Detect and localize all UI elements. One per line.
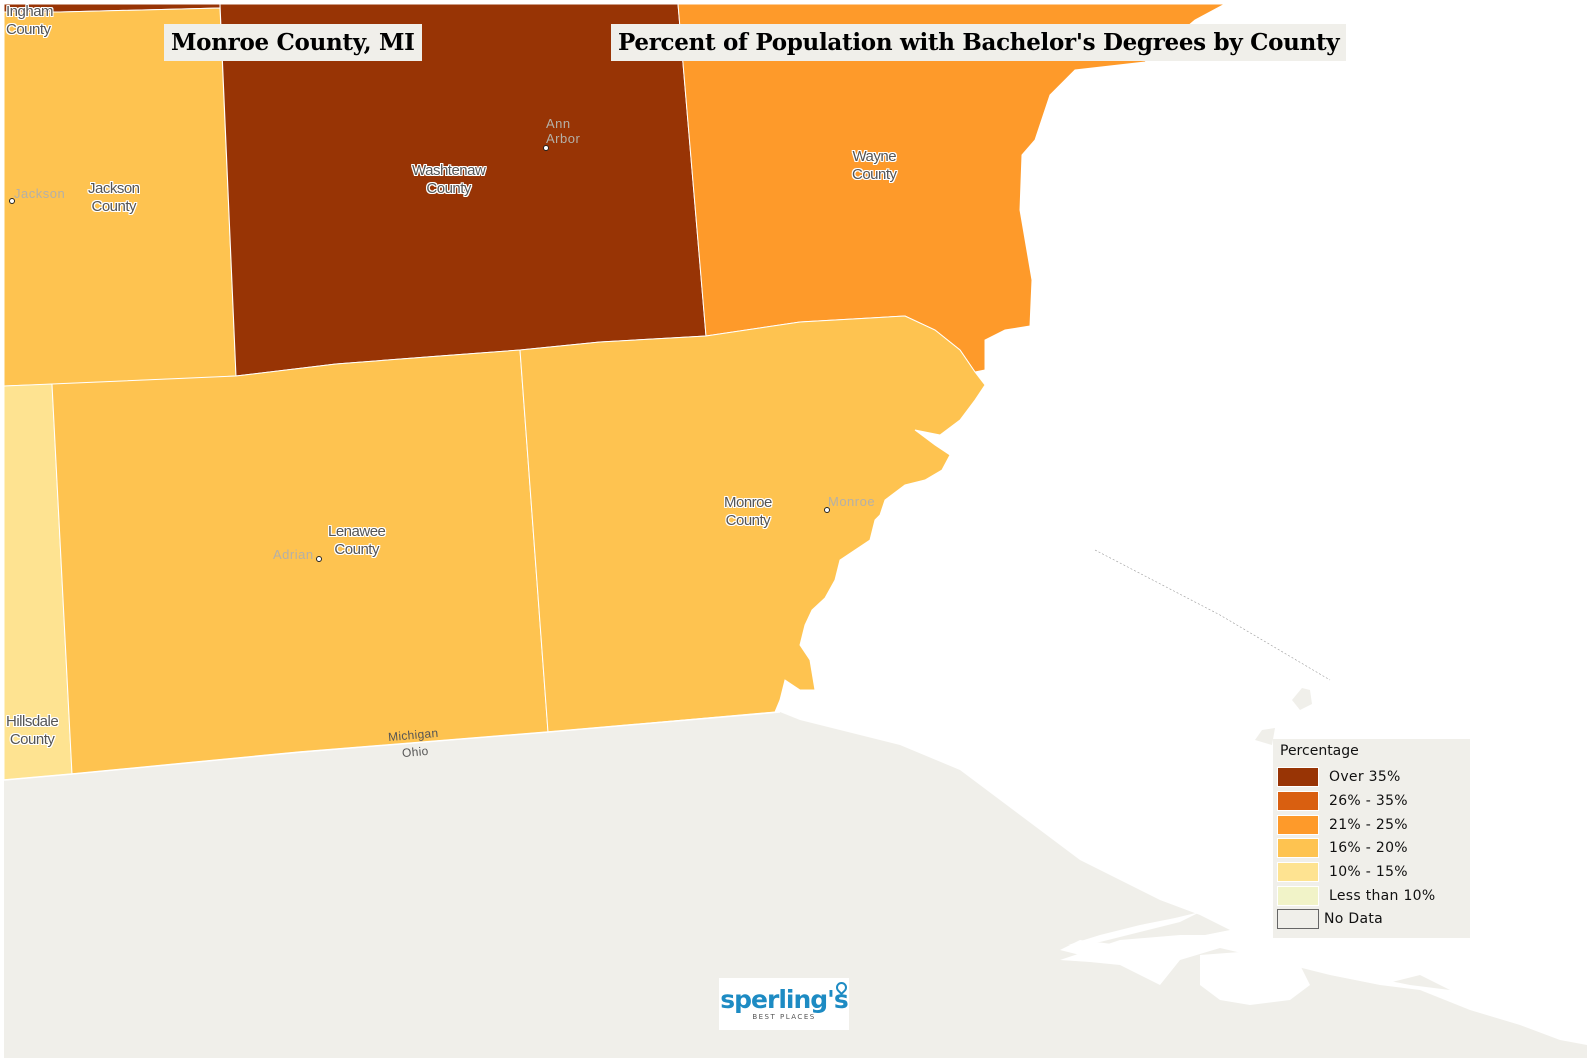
county-suffix: County xyxy=(91,198,137,215)
county-suffix: County xyxy=(9,731,55,748)
legend-item-over-35: Over 35% xyxy=(1277,766,1401,788)
state-label-ohio: Ohio xyxy=(401,743,430,761)
county-name: Wayne xyxy=(852,148,897,165)
county-name: Washtenaw xyxy=(412,162,486,179)
county-label-wayne: Wayne County xyxy=(852,148,897,184)
legend-item-21-25: 21% - 25% xyxy=(1277,814,1408,836)
city-marker-jackson xyxy=(9,198,15,204)
legend-title: Percentage xyxy=(1280,743,1359,759)
city-label-adrian: Adrian xyxy=(273,547,314,562)
ohio-shoreline-bay xyxy=(1200,952,1310,1005)
city-marker-monroe xyxy=(824,507,830,513)
island xyxy=(1255,728,1275,745)
logo-wordmark: sperling's xyxy=(720,979,849,1014)
legend-label: 16% - 20% xyxy=(1329,840,1408,856)
county-name: Jackson xyxy=(88,180,140,197)
legend-label: 21% - 25% xyxy=(1329,817,1408,833)
county-name: Monroe xyxy=(724,494,772,511)
island xyxy=(1292,688,1312,710)
legend-label: 26% - 35% xyxy=(1329,793,1408,809)
county-suffix: County xyxy=(725,512,771,529)
county-name: Hillsdale xyxy=(6,713,59,730)
legend-swatch xyxy=(1277,862,1319,882)
county-label-monroe: Monroe County xyxy=(724,494,772,530)
city-marker-adrian xyxy=(316,556,322,562)
county-name: Lenawee xyxy=(328,523,386,540)
city-label-jackson: Jackson xyxy=(14,186,66,201)
county-name: Ingham xyxy=(6,3,54,20)
county-suffix: County xyxy=(6,21,51,38)
county-suffix: County xyxy=(334,541,379,558)
legend-label: No Data xyxy=(1324,911,1384,927)
legend-swatch xyxy=(1277,767,1319,787)
county-label-lenawee: Lenawee County xyxy=(328,523,386,559)
county-label-hillsdale: Hillsdale County xyxy=(6,713,59,749)
county-suffix: County xyxy=(426,180,471,197)
logo-tagline: BEST PLACES xyxy=(752,1012,816,1021)
ohio-water-inlet xyxy=(1060,935,1560,1040)
sperlings-logo[interactable]: sperling's BEST PLACES xyxy=(719,978,849,1030)
legend-swatch xyxy=(1277,838,1319,858)
county-lenawee xyxy=(51,349,549,775)
legend-item-less-than-10: Less than 10% xyxy=(1277,885,1436,907)
legend-item-16-20: 16% - 20% xyxy=(1277,837,1408,859)
county-suffix: County xyxy=(852,166,897,183)
legend-label: Over 35% xyxy=(1329,769,1401,785)
legend-swatch xyxy=(1277,886,1319,906)
legend-item-no-data: No Data xyxy=(1277,908,1383,930)
county-monroe xyxy=(519,315,986,733)
legend-swatch xyxy=(1277,791,1319,811)
city-marker-ann-arbor xyxy=(543,145,549,151)
legend-swatch xyxy=(1277,815,1319,835)
ohio-no-data-land xyxy=(4,712,1587,1058)
legend-item-10-15: 10% - 15% xyxy=(1277,861,1408,883)
map-legend: Percentage Over 35% 26% - 35% 21% - 25% … xyxy=(1273,739,1470,938)
legend-swatch xyxy=(1277,909,1319,929)
legend-label: 10% - 15% xyxy=(1329,864,1408,880)
county-label-washtenaw: Washtenaw County xyxy=(412,162,486,198)
location-title: Monroe County, MI xyxy=(164,24,422,61)
ohio-sandbar xyxy=(1068,912,1200,945)
logo-brand-text: sperling's xyxy=(720,984,848,1014)
city-name-line2: Arbor xyxy=(546,131,581,146)
shipping-lane-line xyxy=(1094,549,1331,681)
legend-item-26-35: 26% - 35% xyxy=(1277,790,1408,812)
county-label-ingham: Ingham County xyxy=(6,3,54,39)
map-title: Percent of Population with Bachelor's De… xyxy=(611,24,1347,61)
city-label-ann-arbor: Ann Arbor xyxy=(546,116,580,146)
michigan-ohio-state-line xyxy=(3,711,781,781)
legend-label: Less than 10% xyxy=(1329,888,1436,904)
county-label-jackson: Jackson County xyxy=(88,180,140,216)
city-name-line1: Ann xyxy=(546,116,571,131)
city-label-monroe: Monroe xyxy=(828,494,876,509)
